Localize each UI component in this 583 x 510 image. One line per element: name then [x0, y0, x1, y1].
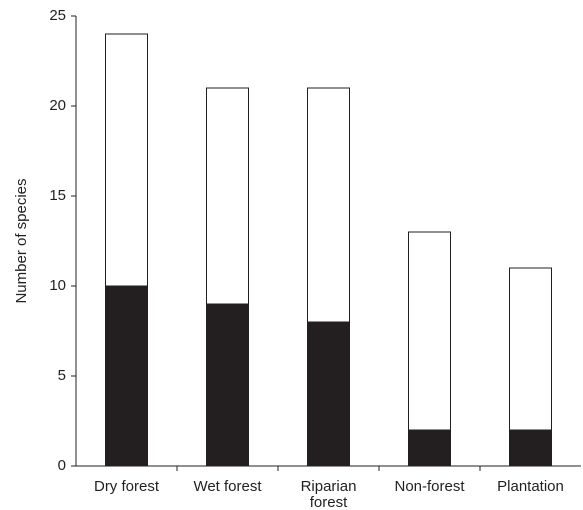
x-tick-label: Non-forest	[394, 478, 465, 495]
x-tick-label: Wet forest	[193, 478, 262, 495]
y-axis-label: Number of species	[13, 178, 30, 303]
bar-segment	[307, 87, 350, 323]
x-tick-label: Riparian forest	[300, 478, 357, 510]
bar-segment	[105, 285, 148, 467]
x-tick-label: Plantation	[497, 478, 564, 495]
bar-segment	[206, 87, 249, 305]
bar-segment	[408, 429, 451, 467]
bar-segment	[408, 231, 451, 431]
bar-segment	[509, 267, 552, 431]
y-tick-label: 0	[58, 457, 66, 474]
y-tick-label: 15	[49, 187, 66, 204]
bar-segment	[206, 303, 249, 467]
bar-segment	[307, 321, 350, 467]
bar-segment	[509, 429, 552, 467]
x-tick-label: Dry forest	[93, 478, 159, 495]
bar-segment	[105, 33, 148, 287]
y-tick-label: 20	[49, 97, 66, 114]
y-tick-label: 25	[49, 7, 66, 24]
y-tick-label: 5	[58, 367, 66, 384]
y-tick-label: 10	[49, 277, 66, 294]
